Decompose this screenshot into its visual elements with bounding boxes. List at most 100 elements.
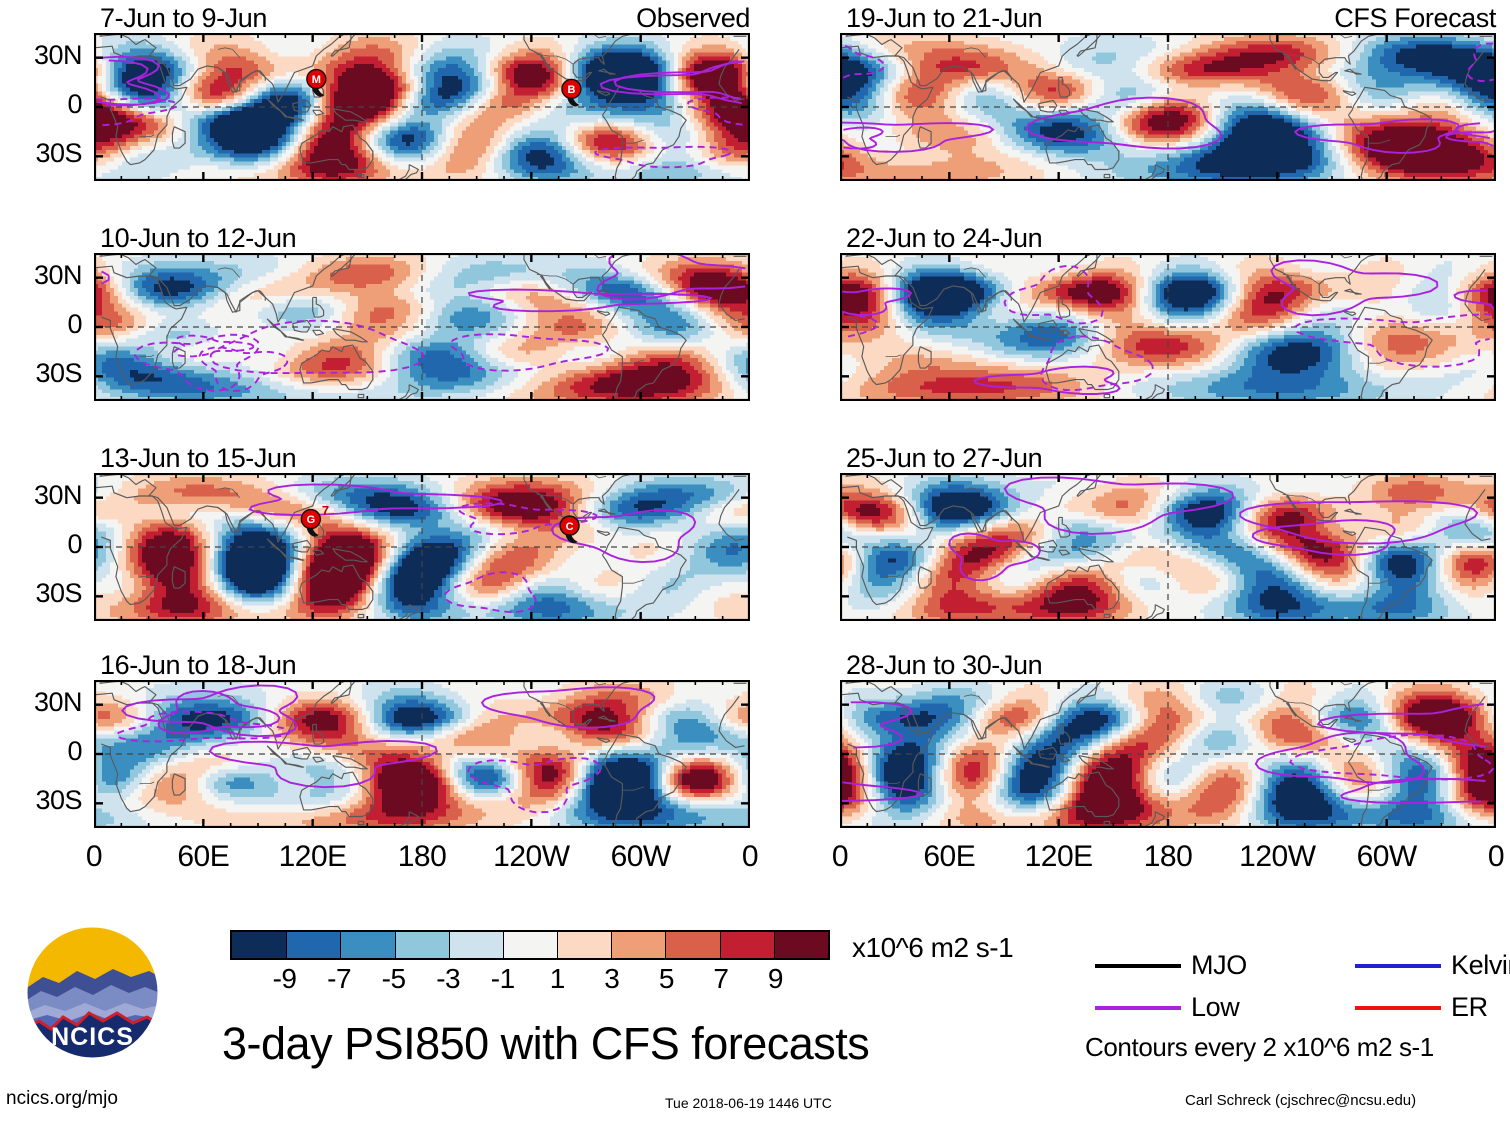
wave-contours bbox=[840, 259, 1496, 395]
y-axis-label: 0 bbox=[0, 736, 82, 767]
panel-title-p1: 7-Jun to 9-Jun bbox=[100, 3, 267, 34]
colorbar-cell-1 bbox=[286, 932, 341, 958]
colorbar-cell-6 bbox=[557, 932, 612, 958]
legend-label: ER bbox=[1451, 992, 1488, 1023]
page-title: 3-day PSI850 with CFS forecasts bbox=[222, 1018, 870, 1070]
y-axis-label: 30S bbox=[0, 578, 82, 609]
y-axis-label: 30N bbox=[0, 687, 83, 718]
colorbar-cell-0 bbox=[232, 932, 287, 958]
axis-ticks bbox=[840, 33, 1496, 181]
column-header-forecast: CFS Forecast bbox=[1076, 3, 1496, 34]
shaded-field bbox=[840, 253, 1496, 401]
colorbar-tick: -3 bbox=[408, 963, 488, 995]
storm-marker-m[interactable]: M bbox=[306, 68, 327, 97]
wave-contours bbox=[948, 476, 1479, 582]
legend-item-er[interactable]: ER bbox=[1355, 992, 1488, 1023]
map-canvas bbox=[840, 473, 1496, 621]
storm-marker-b[interactable]: B bbox=[561, 78, 582, 107]
colorbar-cell-4 bbox=[448, 932, 503, 958]
axis-ticks bbox=[840, 473, 1496, 621]
x-axis-label: 0 bbox=[34, 840, 154, 874]
x-axis-label: 180 bbox=[362, 840, 482, 874]
map-panel-p5[interactable] bbox=[840, 33, 1496, 181]
column-header-observed: Observed bbox=[330, 3, 750, 34]
coastlines bbox=[94, 473, 747, 621]
map-panel-p6[interactable] bbox=[840, 253, 1496, 401]
legend-label: Kelvin x2 bbox=[1451, 950, 1510, 981]
y-axis-label: 30S bbox=[0, 138, 82, 169]
x-axis-label: 0 bbox=[1436, 840, 1510, 874]
y-axis-label: 0 bbox=[0, 89, 82, 120]
map-panel-p4[interactable] bbox=[94, 680, 750, 828]
colorbar-cell-5 bbox=[502, 932, 558, 958]
map-panel-p2[interactable] bbox=[94, 253, 750, 401]
colorbar-tick: -7 bbox=[299, 963, 379, 995]
colorbar-tick: -1 bbox=[463, 963, 543, 995]
wave-contours bbox=[94, 55, 747, 169]
y-axis-label: 30N bbox=[0, 40, 83, 71]
site-url[interactable]: ncics.org/mjo bbox=[6, 1088, 118, 1110]
colorbar-tick: 3 bbox=[572, 963, 652, 995]
y-axis-label: 0 bbox=[0, 529, 82, 560]
map-canvas bbox=[840, 680, 1496, 828]
map-canvas: MB bbox=[94, 33, 750, 181]
timestamp: Tue 2018-06-19 1446 UTC bbox=[665, 1095, 832, 1111]
wave-contours bbox=[101, 253, 746, 392]
map-canvas bbox=[94, 253, 750, 401]
y-axis-label: 30S bbox=[0, 785, 82, 816]
shaded-field bbox=[94, 33, 750, 181]
colorbar-cell-9 bbox=[719, 932, 774, 958]
y-axis-label: 30N bbox=[0, 260, 83, 291]
axis-ticks bbox=[94, 680, 750, 828]
author-credit: Carl Schreck (cjschrec@ncsu.edu) bbox=[1185, 1092, 1416, 1109]
axis-ticks bbox=[840, 680, 1496, 828]
map-panel-p8[interactable] bbox=[840, 680, 1496, 828]
colorbar bbox=[230, 930, 830, 960]
storm-marker-g[interactable]: G7 bbox=[300, 503, 329, 537]
legend-item-low[interactable]: Low bbox=[1095, 992, 1240, 1023]
colorbar-tick: 5 bbox=[626, 963, 706, 995]
coastlines bbox=[840, 33, 1493, 181]
legend-item-kelvin-x2[interactable]: Kelvin x2 bbox=[1355, 950, 1510, 981]
legend-label: MJO bbox=[1191, 950, 1247, 981]
map-canvas: G7 C bbox=[94, 473, 750, 621]
ncics-logo: NCICS bbox=[25, 925, 160, 1060]
colorbar-cell-2 bbox=[340, 932, 395, 958]
colorbar-cell-10 bbox=[773, 932, 828, 958]
panel-title-p7: 25-Jun to 27-Jun bbox=[846, 443, 1043, 474]
x-axis-label: 0 bbox=[690, 840, 810, 874]
coastlines bbox=[94, 680, 747, 828]
shaded-field bbox=[840, 473, 1496, 621]
x-axis-label: 180 bbox=[1108, 840, 1228, 874]
panel-title-p5: 19-Jun to 21-Jun bbox=[846, 3, 1043, 34]
map-canvas bbox=[94, 680, 750, 828]
x-axis-label: 60W bbox=[1327, 840, 1447, 874]
axis-ticks bbox=[94, 33, 750, 181]
storm-marker-c[interactable]: C bbox=[559, 515, 580, 544]
x-axis-label: 60W bbox=[581, 840, 701, 874]
panel-title-p3: 13-Jun to 15-Jun bbox=[100, 443, 297, 474]
colorbar-tick: 9 bbox=[735, 963, 815, 995]
legend-item-mjo[interactable]: MJO bbox=[1095, 950, 1247, 981]
coastlines bbox=[94, 33, 747, 181]
x-axis-label: 120E bbox=[253, 840, 373, 874]
wave-contours bbox=[115, 684, 656, 814]
axis-ticks bbox=[94, 253, 750, 401]
x-axis-label: 0 bbox=[780, 840, 900, 874]
colorbar-tick: -5 bbox=[354, 963, 434, 995]
map-panel-p7[interactable] bbox=[840, 473, 1496, 621]
x-axis-label: 60E bbox=[143, 840, 263, 874]
panel-title-p6: 22-Jun to 24-Jun bbox=[846, 223, 1043, 254]
wave-contours bbox=[840, 701, 1495, 804]
y-axis-label: 0 bbox=[0, 309, 82, 340]
axis-ticks bbox=[840, 253, 1496, 401]
wave-contours bbox=[840, 42, 1495, 154]
panel-title-p8: 28-Jun to 30-Jun bbox=[846, 650, 1043, 681]
axis-ticks bbox=[94, 473, 750, 621]
x-axis-label: 120W bbox=[471, 840, 591, 874]
x-axis-label: 60E bbox=[889, 840, 1009, 874]
shaded-field bbox=[840, 680, 1496, 828]
